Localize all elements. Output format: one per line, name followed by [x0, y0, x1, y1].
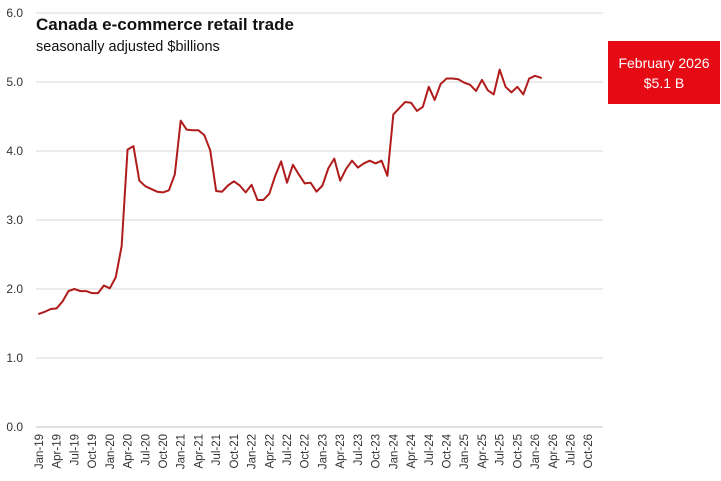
x-tick-label: Jan-25: [459, 434, 471, 469]
x-tick-label: Apr-22: [264, 434, 276, 469]
x-tick-label: Apr-25: [477, 434, 489, 469]
x-tick-label: Jan-26: [530, 434, 542, 469]
x-tick-label: Oct-22: [300, 434, 312, 469]
chart-subtitle: seasonally adjusted $billions: [36, 39, 220, 55]
y-tick-label: 1.0: [6, 351, 23, 365]
x-tick-label: Jan-22: [247, 434, 259, 469]
x-tick-label: Apr-21: [193, 434, 205, 469]
x-tick-label: Oct-20: [158, 434, 170, 469]
x-tick-label: Oct-24: [441, 433, 453, 468]
x-tick-label: Apr-24: [406, 433, 418, 468]
x-tick-label: Apr-23: [335, 434, 347, 469]
chart-title: Canada e-commerce retail trade: [36, 15, 294, 34]
series-line: [37, 68, 542, 315]
y-tick-label: 6.0: [6, 6, 23, 20]
x-tick-label: Oct-21: [229, 434, 241, 469]
callout-date: February 2026: [618, 54, 710, 71]
x-tick-label: Jan-21: [176, 434, 188, 469]
y-tick-label: 4.0: [6, 144, 23, 158]
x-tick-label: Oct-26: [583, 434, 595, 469]
x-tick-label: Jul-21: [211, 434, 223, 465]
y-axis-ticks: 0.0 1.0 2.0 3.0 4.0 5.0 6.0: [6, 6, 23, 434]
callout-value: $5.1 B: [643, 74, 685, 91]
gridlines: [36, 12, 603, 428]
x-tick-label: Jul-25: [495, 434, 507, 465]
x-tick-label: Apr-19: [52, 434, 64, 469]
x-tick-label: Oct-19: [87, 434, 99, 469]
x-tick-label: Jul-23: [353, 434, 365, 465]
x-tick-label: Apr-26: [548, 434, 560, 469]
latest-value-callout: February 2026 $5.1 B: [608, 41, 720, 104]
x-tick-label: Jan-24: [388, 433, 400, 469]
x-tick-label: Jan-19: [34, 434, 46, 469]
y-tick-label: 2.0: [6, 282, 23, 296]
x-tick-label: Jan-20: [105, 434, 117, 469]
x-tick-label: Jan-23: [317, 434, 329, 469]
x-tick-label: Apr-20: [123, 434, 135, 469]
x-tick-label: Oct-25: [512, 434, 524, 469]
x-tick-label: Jul-20: [140, 434, 152, 465]
y-tick-label: 3.0: [6, 213, 23, 227]
series-layer: [37, 68, 542, 315]
x-axis-ticks: Jan-19 Apr-19 Jul-19 Oct-19 Jan-20 Apr-20 Jul-…: [34, 433, 595, 469]
x-tick-label: Jul-19: [69, 434, 81, 465]
x-tick-label: Jul-26: [566, 434, 578, 465]
x-tick-label: Jul-22: [282, 434, 294, 465]
x-tick-label: Oct-23: [371, 434, 383, 469]
x-tick-label: Jul-24: [424, 433, 436, 465]
y-tick-label: 0.0: [6, 420, 23, 434]
y-tick-label: 5.0: [6, 75, 23, 89]
